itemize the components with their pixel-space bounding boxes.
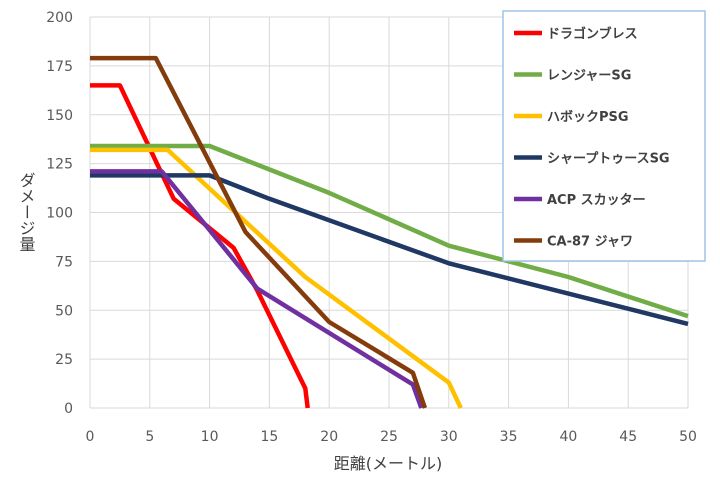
y-tick-label: 0 bbox=[64, 401, 73, 417]
y-tick-label: 25 bbox=[55, 352, 73, 368]
y-tick-label: 150 bbox=[46, 108, 73, 124]
series-lines bbox=[90, 55, 689, 409]
x-tick-label: 35 bbox=[500, 429, 518, 445]
series-line-3 bbox=[90, 147, 463, 409]
legend-label: ドラゴンブレス bbox=[547, 26, 638, 42]
legend-label: ハボックPSG bbox=[547, 109, 629, 125]
series-line-5 bbox=[90, 169, 424, 409]
gridlines bbox=[89, 16, 689, 409]
y-tick-label: 75 bbox=[55, 254, 73, 270]
series-line-1 bbox=[90, 83, 310, 409]
y-tick-label: 125 bbox=[46, 157, 73, 173]
series-line-4 bbox=[90, 173, 689, 327]
legend-label: CA-87 ジャワ bbox=[547, 235, 633, 250]
x-axis-title: 距離(メートル) bbox=[334, 454, 443, 473]
x-tick-label: 40 bbox=[559, 429, 577, 445]
x-tick-label: 10 bbox=[201, 429, 219, 445]
legend-box bbox=[502, 10, 706, 262]
legend-label: レンジャーSG bbox=[547, 69, 631, 84]
y-axis-tick-labels: 0 25 50 75 100 125 150 175 200 bbox=[46, 10, 73, 417]
legend-label: シャープトゥースSG bbox=[547, 152, 670, 167]
y-tick-label: 175 bbox=[46, 59, 73, 75]
x-tick-label: 15 bbox=[260, 429, 278, 445]
y-tick-label: 200 bbox=[46, 10, 73, 26]
x-tick-label: 30 bbox=[440, 429, 458, 445]
x-axis-tick-labels: 0 5 10 15 20 25 30 35 40 45 50 bbox=[86, 429, 697, 445]
x-tick-label: 20 bbox=[320, 429, 338, 445]
x-tick-label: 50 bbox=[679, 429, 697, 445]
x-tick-label: 5 bbox=[145, 429, 154, 445]
y-tick-label: 50 bbox=[55, 303, 73, 319]
x-tick-label: 25 bbox=[380, 429, 398, 445]
x-tick-label: 45 bbox=[619, 429, 637, 445]
series-line-6 bbox=[90, 55, 428, 409]
y-axis-title: ダメージ量 bbox=[17, 172, 36, 252]
legend-label: ACP スカッター bbox=[547, 193, 646, 208]
y-tick-label: 100 bbox=[46, 206, 73, 222]
series-line-2 bbox=[90, 143, 689, 319]
x-tick-label: 0 bbox=[86, 429, 95, 445]
